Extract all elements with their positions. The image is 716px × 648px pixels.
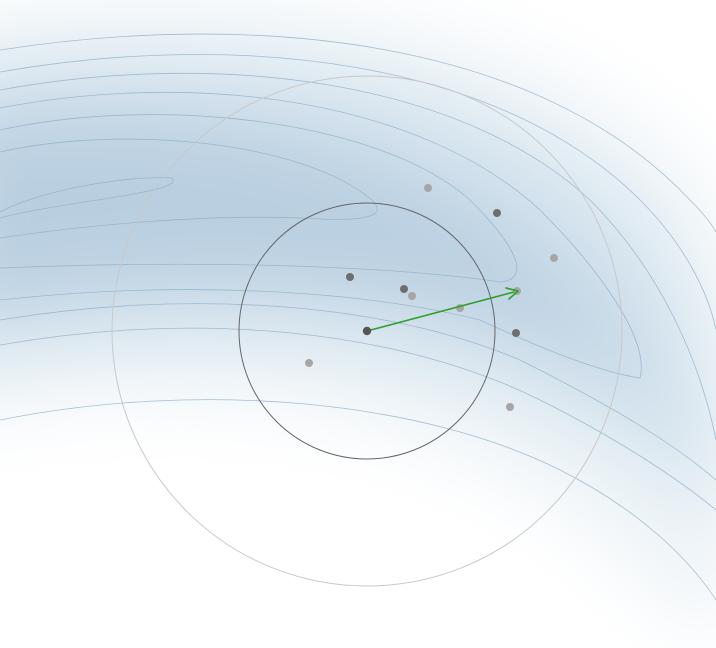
- sample-point: [305, 359, 313, 367]
- sample-point: [346, 273, 354, 281]
- center-point: [363, 327, 371, 335]
- sample-point: [506, 403, 514, 411]
- sample-point: [400, 285, 408, 293]
- sample-point: [512, 329, 520, 337]
- sample-point: [424, 184, 432, 192]
- sample-point: [408, 292, 416, 300]
- sample-point: [550, 254, 558, 262]
- sample-point: [493, 209, 501, 217]
